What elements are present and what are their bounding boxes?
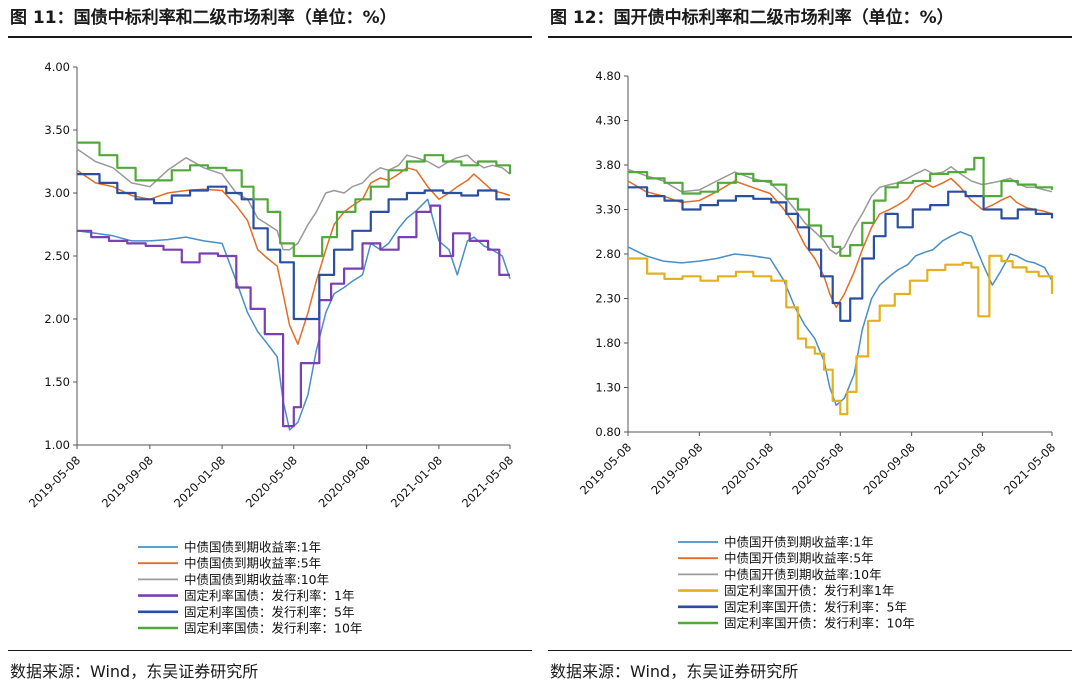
series-line-5 bbox=[628, 186, 1054, 322]
y-tick-label: 2.80 bbox=[595, 247, 621, 261]
x-tick-label: 2019-09-08 bbox=[99, 453, 156, 510]
series-line-6 bbox=[628, 156, 1054, 257]
data-source: 数据来源：Wind，东吴证券研究所 bbox=[550, 662, 799, 681]
y-tick-label: 2.50 bbox=[44, 249, 70, 263]
x-tick-label: 2021-01-08 bbox=[931, 440, 988, 497]
legend-label: 中债国开债到期收益率:1年 bbox=[724, 535, 874, 550]
y-tick-label: 2.00 bbox=[44, 312, 70, 326]
x-tick-label: 2020-01-08 bbox=[171, 453, 228, 510]
y-tick-label: 3.30 bbox=[595, 203, 621, 217]
y-tick-label: 4.30 bbox=[595, 114, 621, 128]
legend-label: 固定利率国债：发行利率：10年 bbox=[184, 621, 362, 636]
y-tick-label: 4.00 bbox=[44, 60, 70, 74]
legend-label: 中债国债到期收益率:10年 bbox=[184, 572, 329, 587]
y-tick-label: 2.30 bbox=[595, 292, 621, 306]
legend-label: 固定利率国开债：发行利率：5年 bbox=[724, 599, 907, 614]
x-tick-label: 2020-09-08 bbox=[316, 453, 373, 510]
x-tick-label: 2020-05-08 bbox=[243, 453, 300, 510]
legend-label: 中债国开债到期收益率:10年 bbox=[724, 567, 882, 582]
y-tick-label: 4.80 bbox=[595, 69, 621, 83]
legend-label: 固定利率国开债：发行利率1年 bbox=[724, 583, 894, 598]
chart-panel-11: 图 11：国债中标利率和二级市场利率（单位：%） 1.00 1.50 2.00 2.5… bbox=[8, 8, 532, 681]
y-tick-label: 1.50 bbox=[44, 375, 70, 389]
chart-panel-12: 图 12：国开债中标利率和二级市场利率（单位：%） 0.80 1.30 1.80 2.… bbox=[540, 0, 1080, 688]
y-tick-label: 1.80 bbox=[595, 336, 621, 350]
x-tick-label: 2019-05-08 bbox=[26, 453, 83, 510]
x-tick-label: 2021-01-08 bbox=[388, 453, 445, 510]
x-tick-label: 2021-05-08 bbox=[1001, 440, 1058, 497]
y-tick-label: 3.00 bbox=[44, 186, 70, 200]
chart-title: 图 11：国债中标利率和二级市场利率（单位：%） bbox=[10, 8, 397, 28]
chart-svg-12: 0.80 1.30 1.80 2.30 2.80 3.30 3.80 4.30 4.80 2019… bbox=[577, 69, 1058, 631]
series-line-1 bbox=[627, 231, 1053, 407]
series-line-4 bbox=[77, 204, 510, 428]
series-line-6 bbox=[77, 141, 512, 258]
series-line-4 bbox=[628, 254, 1054, 416]
x-tick-label: 2019-05-08 bbox=[577, 440, 634, 497]
series-line-5 bbox=[77, 173, 510, 321]
series-line-1 bbox=[76, 198, 511, 431]
x-tick-label: 2021-05-08 bbox=[459, 453, 516, 510]
legend-label: 中债国债到期收益率:5年 bbox=[184, 556, 321, 571]
data-source: 数据来源：Wind，东吴证券研究所 bbox=[10, 662, 259, 681]
y-tick-label: 1.30 bbox=[595, 381, 621, 395]
y-tick-label: 3.50 bbox=[44, 123, 70, 137]
series-line-3 bbox=[627, 166, 1053, 255]
chart-title: 图 12：国开债中标利率和二级市场利率（单位：%） bbox=[550, 8, 954, 28]
y-tick-label: 0.80 bbox=[595, 425, 621, 439]
legend-label: 中债国债到期收益率:1年 bbox=[184, 540, 321, 555]
legend-label: 固定利率国债：发行利率：5年 bbox=[184, 604, 354, 619]
x-tick-label: 2020-09-08 bbox=[861, 440, 918, 497]
legend-label: 固定利率国债：发行利率：1年 bbox=[184, 588, 354, 603]
series-line-3 bbox=[76, 148, 511, 251]
legend-label: 中债国开债到期收益率:5年 bbox=[724, 551, 874, 566]
y-tick-label: 3.80 bbox=[595, 158, 621, 172]
x-tick-label: 2020-05-08 bbox=[789, 440, 846, 497]
x-tick-label: 2019-09-08 bbox=[648, 440, 705, 497]
title-rule bbox=[548, 36, 1072, 38]
title-rule bbox=[8, 36, 532, 38]
series-line-2 bbox=[627, 177, 1053, 309]
legend-label: 固定利率国开债：发行利率：10年 bbox=[724, 616, 915, 631]
source-rule bbox=[548, 650, 1072, 651]
x-tick-label: 2020-01-08 bbox=[719, 440, 776, 497]
chart-svg-11: 1.00 1.50 2.00 2.50 3.00 3.50 4.00 2019-05-08 20… bbox=[26, 60, 516, 636]
source-rule bbox=[8, 650, 532, 651]
y-tick-label: 1.00 bbox=[44, 438, 70, 452]
